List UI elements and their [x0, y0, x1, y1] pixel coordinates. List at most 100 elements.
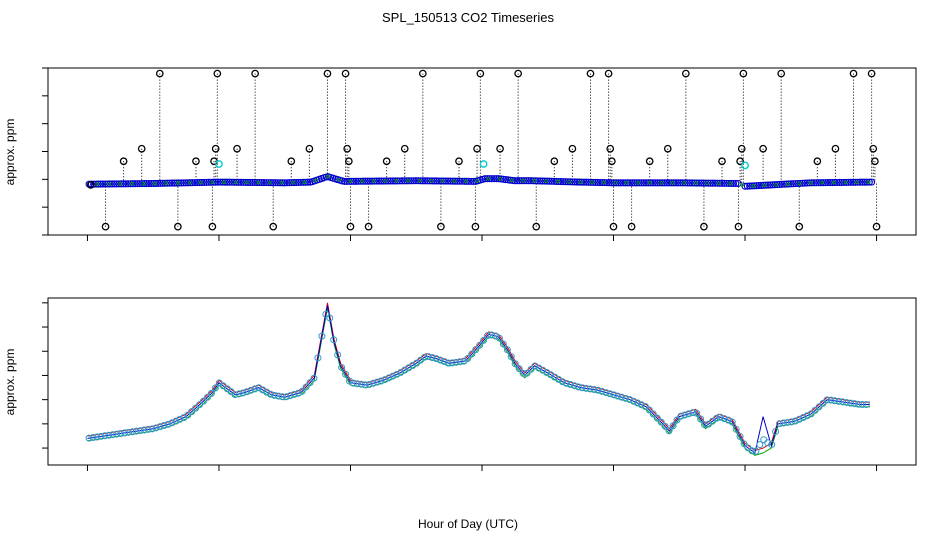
- bottom-data-circle: [203, 393, 211, 401]
- top-outlier-point: [137, 144, 146, 153]
- top-baseline-point: [711, 179, 719, 187]
- top-baseline-point: [285, 179, 293, 187]
- bottom-data-circle: [101, 432, 109, 440]
- top-baseline-point: [271, 179, 280, 187]
- bottom-data-circle: [176, 415, 184, 423]
- bottom-data-circle: [377, 377, 385, 385]
- bottom-data-circle: [701, 421, 709, 429]
- bottom-data-circle: [322, 310, 330, 318]
- bottom-data-circle: [314, 354, 322, 362]
- top-baseline-inner: [348, 179, 353, 184]
- top-outlier-point: [663, 144, 672, 153]
- bottom-data-circle: [799, 414, 807, 422]
- top-baseline-point: [559, 178, 567, 186]
- top-outlier-point: [869, 144, 878, 153]
- top-baseline-point: [99, 180, 107, 188]
- top-outlier-point: [119, 157, 128, 166]
- top-baseline-point: [159, 179, 167, 187]
- top-cyan-point: [215, 160, 223, 168]
- bottom-data-circle: [854, 400, 862, 408]
- bottom-data-circle: [614, 392, 622, 400]
- top-cyan-point: [479, 160, 488, 168]
- top-baseline-inner: [130, 181, 134, 186]
- top-baseline-point: [446, 177, 454, 185]
- top-baseline-inner: [164, 181, 169, 186]
- bottom-data-circle: [791, 417, 799, 425]
- top-baseline-point: [683, 179, 692, 187]
- top-baseline-point: [136, 180, 144, 188]
- bottom-data-circle: [578, 384, 586, 392]
- top-outlier-point: [418, 69, 427, 78]
- top-baseline-point: [594, 178, 602, 187]
- top-outlier-point: [627, 222, 636, 231]
- bottom-data-circle: [476, 341, 484, 349]
- top-baseline-inner: [475, 179, 479, 183]
- top-baseline-point: [700, 179, 708, 187]
- bottom-data-circle: [247, 386, 255, 394]
- top-baseline-point: [122, 180, 130, 188]
- top-baseline-point: [785, 180, 793, 188]
- bottom-data-circle: [618, 393, 626, 401]
- top-baseline-point: [536, 177, 544, 185]
- top-baseline-point: [373, 177, 381, 185]
- bottom-data-circle: [381, 376, 389, 384]
- bottom-data-circle: [488, 331, 496, 339]
- bottom-data-circle: [373, 378, 381, 386]
- top-baseline-point: [568, 178, 576, 186]
- top-baseline-point: [382, 177, 390, 185]
- top-baseline-point: [182, 179, 190, 187]
- top-baseline-inner: [578, 180, 583, 184]
- top-baseline-point: [789, 180, 797, 188]
- top-baseline-inner: [751, 184, 756, 188]
- top-baseline-point: [239, 178, 247, 186]
- top-baseline-point: [704, 179, 712, 187]
- top-outlier-point: [155, 69, 164, 78]
- bottom-data-circle: [113, 430, 121, 438]
- bottom-data-circle: [622, 394, 630, 402]
- bottom-data-circle: [736, 433, 744, 441]
- top-baseline-inner: [705, 181, 710, 185]
- bottom-data-circle: [271, 391, 279, 399]
- top-baseline-point: [709, 179, 717, 187]
- top-baseline-point: [497, 175, 505, 183]
- top-baseline-point: [232, 178, 240, 186]
- top-outlier-point: [867, 69, 876, 78]
- top-outlier-point: [343, 144, 352, 153]
- top-baseline-point: [534, 177, 542, 185]
- top-baseline-point: [237, 178, 245, 186]
- top-outlier-point: [681, 69, 690, 78]
- top-panel: approx. ppm: [3, 67, 917, 241]
- top-outlier-point: [101, 222, 110, 231]
- top-baseline-point: [430, 177, 438, 185]
- top-baseline-inner: [291, 180, 295, 185]
- top-baseline-point: [543, 177, 551, 185]
- bottom-data-circle: [397, 368, 405, 376]
- bottom-data-circle: [606, 390, 614, 398]
- top-baseline-inner: [118, 182, 123, 186]
- top-outlier-point: [831, 144, 840, 153]
- top-baseline-inner: [498, 177, 502, 181]
- bottom-data-circle: [282, 393, 290, 401]
- bottom-data-circle: [452, 358, 460, 366]
- bottom-data-circle: [499, 340, 507, 348]
- bottom-data-circle: [184, 411, 192, 419]
- top-baseline-point: [550, 177, 558, 185]
- top-baseline-point: [481, 175, 489, 183]
- top-baseline-point: [269, 179, 277, 187]
- top-baseline-point: [416, 177, 425, 185]
- top-baseline-point: [488, 175, 496, 183]
- top-outlier-point: [473, 144, 481, 153]
- top-baseline-point: [826, 179, 834, 187]
- top-baseline-point: [377, 177, 385, 185]
- bottom-data-circle: [338, 363, 346, 371]
- top-baseline-point: [548, 177, 556, 185]
- bottom-data-circle: [570, 382, 578, 390]
- bottom-data-circle: [712, 414, 720, 422]
- top-baseline-point: [732, 179, 740, 188]
- top-baseline-inner: [233, 180, 238, 185]
- bottom-data-circle: [649, 410, 657, 418]
- top-baseline-inner: [325, 174, 330, 179]
- x-axis-title: Hour of Day (UTC): [418, 517, 518, 531]
- top-baseline-point: [304, 178, 312, 186]
